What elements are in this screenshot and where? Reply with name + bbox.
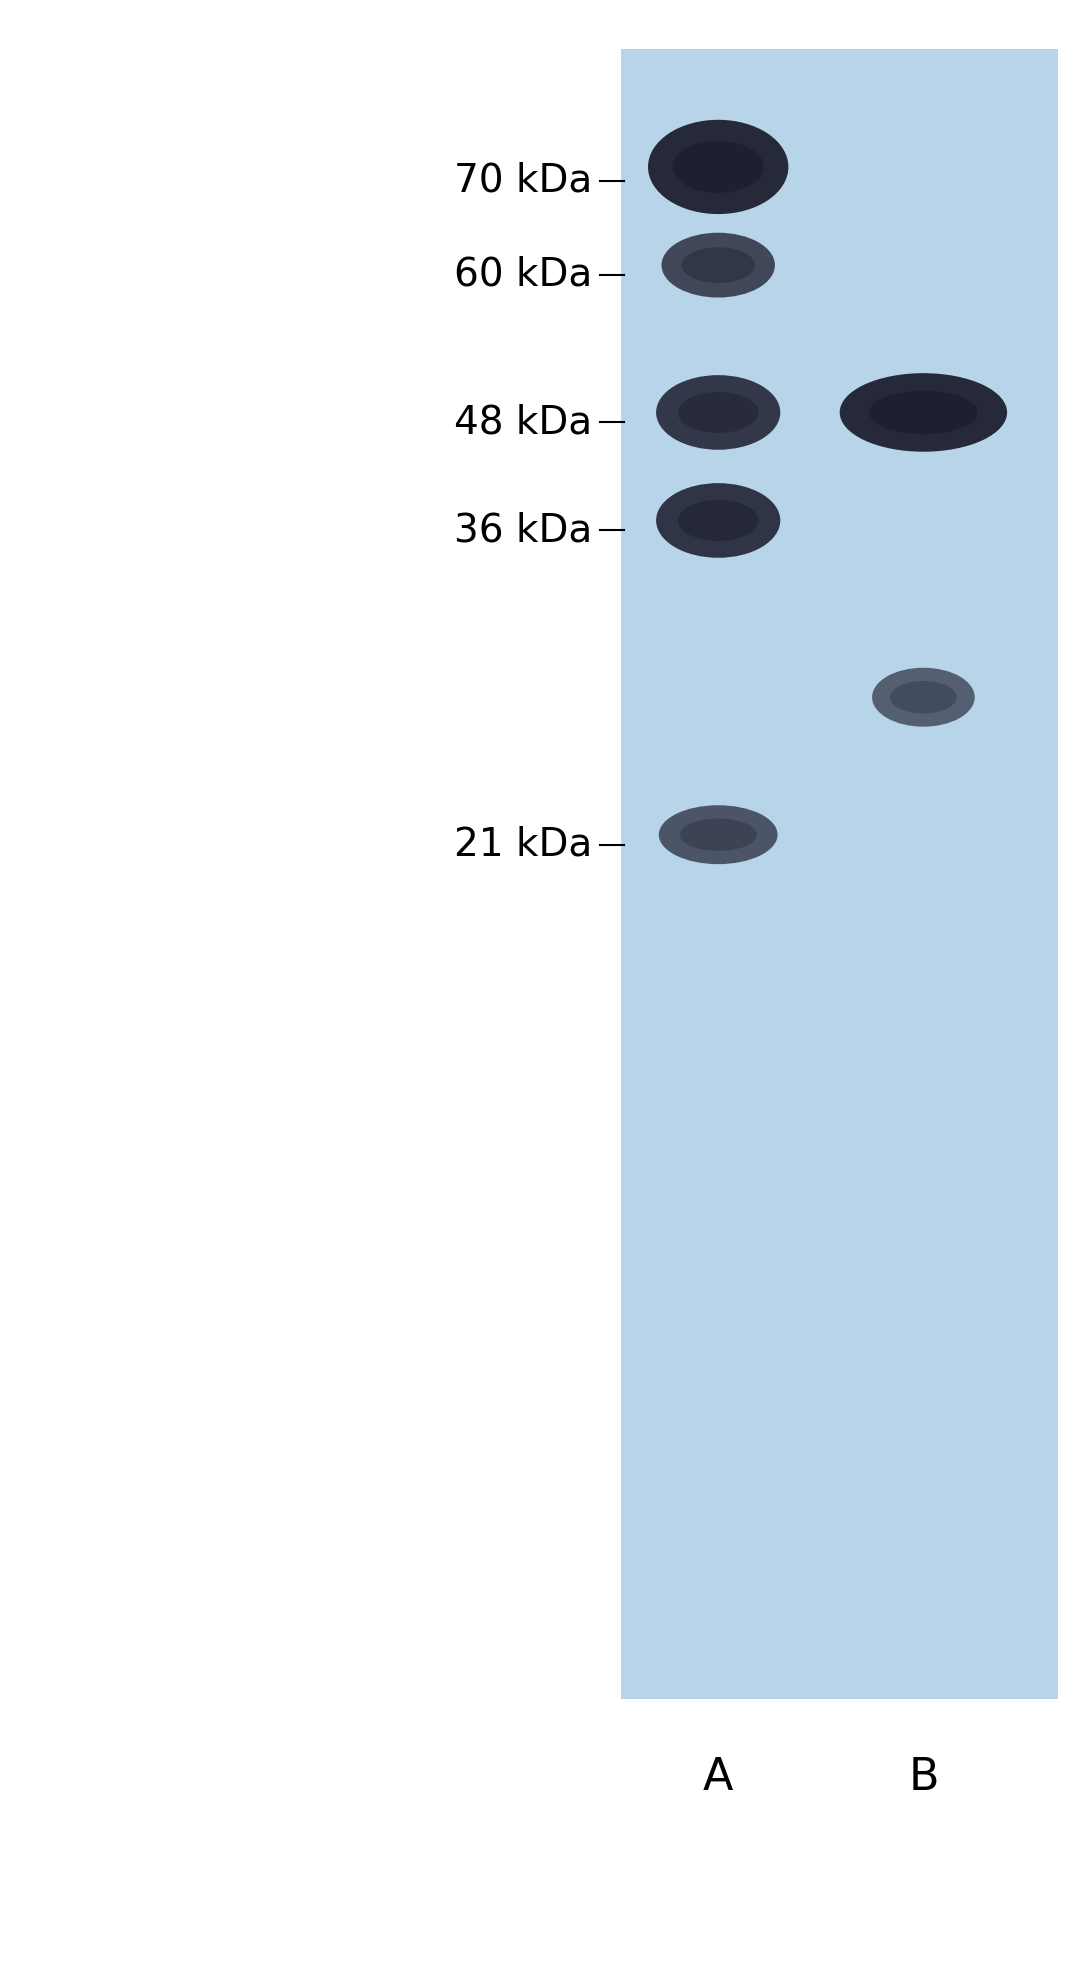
Text: 70 kDa: 70 kDa	[454, 161, 592, 200]
Text: B: B	[908, 1756, 939, 1799]
Ellipse shape	[869, 391, 977, 434]
Ellipse shape	[681, 247, 755, 283]
Ellipse shape	[678, 393, 758, 432]
Ellipse shape	[678, 501, 758, 540]
Ellipse shape	[657, 375, 781, 450]
Ellipse shape	[661, 234, 775, 299]
Ellipse shape	[840, 373, 1008, 452]
Ellipse shape	[648, 120, 788, 214]
Ellipse shape	[679, 819, 757, 850]
Ellipse shape	[873, 668, 974, 727]
Text: 36 kDa: 36 kDa	[454, 511, 592, 550]
Ellipse shape	[673, 141, 764, 192]
Text: 48 kDa: 48 kDa	[454, 403, 592, 442]
Text: A: A	[703, 1756, 733, 1799]
Ellipse shape	[890, 682, 957, 713]
Text: 21 kDa: 21 kDa	[454, 825, 592, 864]
Ellipse shape	[659, 805, 778, 864]
Text: 60 kDa: 60 kDa	[454, 255, 592, 295]
Bar	[621, 49, 1058, 1699]
Ellipse shape	[657, 483, 781, 558]
